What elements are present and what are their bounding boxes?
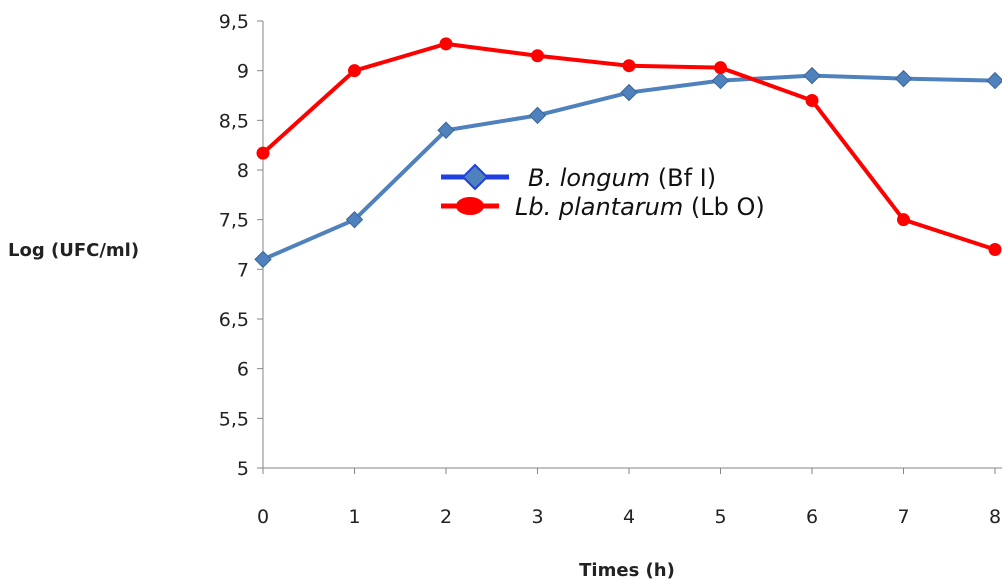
- legend-label: Lb. plantarum (Lb O): [515, 193, 765, 221]
- data-point: [528, 106, 547, 125]
- series-2: [256, 37, 1002, 256]
- data-point: [437, 121, 455, 139]
- data-point: [711, 71, 730, 90]
- data-point: [439, 37, 453, 51]
- x-tick-label: 7: [897, 506, 909, 528]
- x-tick-label: 1: [348, 506, 360, 528]
- data-point: [622, 59, 636, 73]
- axes: 5 5,5 6 6,5 7 7,5 8 8,5 9 9,5 0 1 2 3 4 5 6 7 8: [219, 11, 1002, 528]
- y-tick-label: 8,5: [219, 110, 249, 132]
- y-axis-title: Log (UFC/ml): [8, 240, 139, 261]
- legend-label-species: B. longum: [528, 164, 650, 192]
- x-tick-label: 5: [714, 506, 726, 528]
- y-tick-label: 5: [237, 458, 249, 480]
- legend-label-strain: (Bf I): [650, 164, 716, 192]
- data-point: [714, 61, 727, 75]
- y-tick-label: 8: [237, 160, 249, 182]
- legend: B. longum (Bf I)Lb. plantarum (Lb O): [441, 163, 765, 221]
- data-point: [986, 71, 1002, 90]
- legend-item-1: B. longum (Bf I): [441, 163, 716, 192]
- y-tick-label: 7: [237, 259, 249, 281]
- series-layer: [254, 37, 1002, 269]
- x-tick-label: 8: [989, 506, 1001, 528]
- y-tick-label: 6: [237, 359, 249, 381]
- y-tick-label: 6,5: [219, 309, 249, 331]
- series-1: [254, 66, 1002, 269]
- data-point: [805, 93, 819, 107]
- legend-item-2: Lb. plantarum (Lb O): [441, 193, 765, 221]
- data-point: [897, 213, 910, 227]
- x-tick-label: 4: [623, 506, 635, 528]
- data-point: [620, 83, 638, 102]
- legend-label-species: Lb. plantarum: [515, 193, 683, 221]
- y-tick-label: 5,5: [219, 408, 249, 430]
- y-tick-label: 9,5: [219, 11, 249, 33]
- x-tick-label: 2: [440, 506, 452, 528]
- data-point: [531, 49, 544, 63]
- y-tick-label: 7,5: [219, 210, 249, 232]
- legend-label: B. longum (Bf I): [528, 164, 716, 192]
- legend-label-strain: (Lb O): [683, 193, 764, 221]
- x-tick-label: 0: [257, 506, 269, 528]
- data-point: [348, 64, 361, 78]
- x-axis-title: Times (h): [579, 560, 675, 581]
- data-point: [894, 69, 913, 88]
- x-tick-label: 6: [806, 506, 818, 528]
- data-point: [256, 146, 270, 160]
- data-point: [345, 210, 364, 229]
- legend-key-marker: [461, 163, 489, 191]
- y-tick-label: 9: [237, 61, 249, 83]
- data-point: [254, 250, 272, 269]
- x-tick-label: 3: [531, 506, 543, 528]
- data-point: [803, 66, 821, 85]
- legend-key-marker: [456, 197, 484, 215]
- data-point: [988, 242, 1002, 256]
